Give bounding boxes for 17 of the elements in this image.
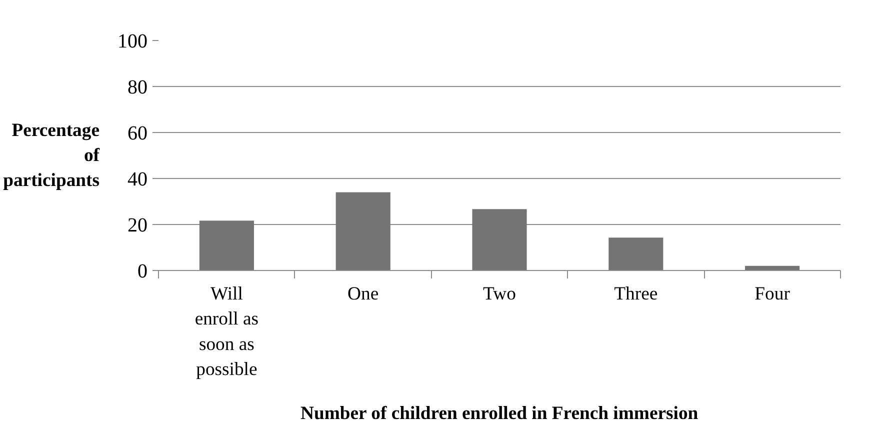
y-tick-label: 60: [128, 122, 148, 144]
bar: [472, 209, 527, 270]
y-tick-label: 100: [118, 30, 148, 52]
x-tick-label: One: [348, 284, 379, 304]
x-tick-label: Three: [614, 284, 658, 304]
x-tick-label: Two: [483, 284, 516, 304]
bar: [608, 238, 664, 270]
y-tick-label: 20: [128, 214, 148, 236]
x-tick-label: Will enroll as soon as possible: [194, 284, 259, 380]
y-tick-label: 0: [138, 260, 148, 282]
y-tick-label: 80: [128, 76, 148, 98]
y-tick-label: 40: [128, 168, 148, 190]
y-axis-title: Percentage of participants: [3, 120, 100, 192]
x-tick-label: Four: [754, 284, 791, 304]
bar: [336, 192, 390, 270]
bar: [199, 220, 254, 270]
x-axis-title: Number of children enrolled in French immersion: [300, 403, 699, 424]
